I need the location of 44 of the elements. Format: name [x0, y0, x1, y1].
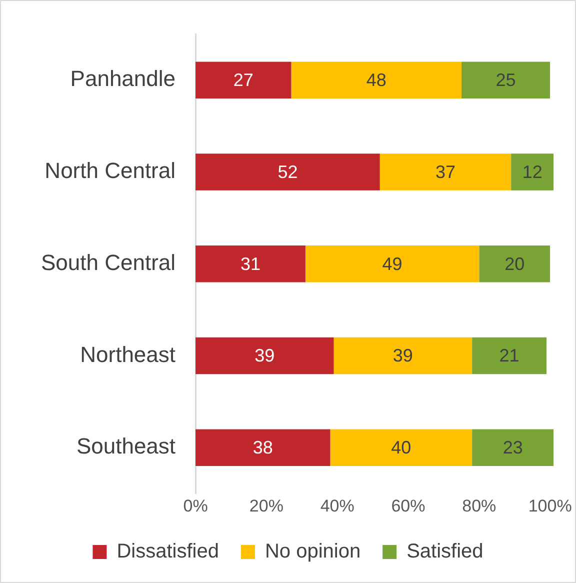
bar: [305, 246, 480, 282]
data-label: 20: [504, 254, 525, 274]
y-tick-label: Panhandle: [70, 66, 176, 92]
y-tick-label: Southeast: [76, 434, 176, 459]
legend-label: Dissatisfied: [116, 540, 219, 563]
bar: [461, 62, 550, 99]
bar: [291, 62, 462, 99]
bar: [330, 429, 472, 466]
data-label: 39: [254, 346, 275, 366]
bar: [479, 246, 550, 282]
data-label: 25: [496, 70, 516, 90]
bar: [472, 337, 547, 374]
data-label: 31: [240, 254, 260, 274]
bar: [472, 429, 554, 466]
data-label: 39: [392, 346, 413, 366]
data-label: 48: [366, 70, 386, 90]
bar: [334, 337, 472, 374]
x-tick-label: 20%: [249, 496, 284, 516]
bar: [196, 154, 380, 190]
x-tick-label: 0%: [183, 496, 208, 516]
x-tick-label: 80%: [462, 496, 496, 516]
data-label: 21: [499, 346, 520, 366]
data-label: 27: [233, 70, 254, 90]
bar: [380, 154, 512, 190]
y-tick-label: Northeast: [80, 342, 176, 367]
x-tick-label: 40%: [320, 496, 354, 516]
bar: [196, 429, 330, 466]
x-tick-label: 100%: [528, 496, 572, 516]
y-tick-label: North Central: [44, 158, 176, 184]
data-label: 12: [522, 162, 542, 182]
data-label: 52: [278, 162, 298, 182]
bar: [196, 246, 306, 282]
bar: [196, 337, 334, 374]
data-label: 37: [435, 162, 456, 182]
data-label: 49: [382, 254, 402, 274]
data-label: 38: [252, 438, 273, 458]
data-label: 23: [502, 438, 523, 458]
legend-label: Satisfied: [406, 540, 484, 563]
data-label: 40: [391, 438, 412, 458]
bar: [196, 62, 292, 99]
x-tick-label: 60%: [391, 496, 426, 516]
bar: [511, 154, 554, 190]
y-tick-label: South Central: [40, 250, 176, 275]
legend-label: No opinion: [264, 540, 361, 563]
